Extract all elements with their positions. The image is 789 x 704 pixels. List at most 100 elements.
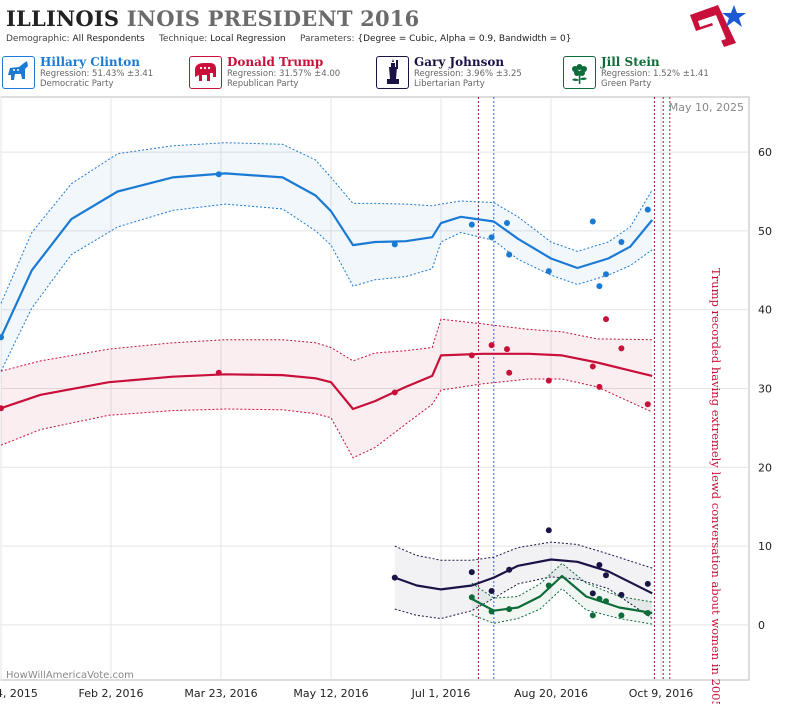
candidate-legend: Hillary Clinton Regression: 51.43% ±3.41… bbox=[0, 54, 789, 94]
poll-point bbox=[215, 171, 222, 178]
poll-point bbox=[504, 346, 510, 353]
candidate-party: Green Party bbox=[601, 79, 652, 89]
poll-point bbox=[506, 566, 513, 573]
legend-item-clinton: Hillary Clinton Regression: 51.43% ±3.41… bbox=[2, 54, 189, 94]
poll-point bbox=[391, 389, 398, 396]
parameters-label: Parameters: bbox=[299, 34, 355, 44]
poll-point bbox=[391, 574, 398, 581]
poll-point bbox=[468, 569, 475, 576]
series-lower-bound bbox=[0, 378, 653, 459]
elephant-icon bbox=[189, 56, 222, 89]
series-lower-bound bbox=[394, 576, 653, 620]
poll-point bbox=[603, 572, 609, 579]
candidate-party: Libertarian Party bbox=[414, 79, 485, 89]
poll-point bbox=[545, 377, 552, 384]
poll-point bbox=[603, 316, 609, 323]
poll-point bbox=[488, 608, 495, 615]
poll-point bbox=[589, 590, 596, 597]
y-tick-label: 50 bbox=[758, 225, 772, 238]
poll-point bbox=[589, 218, 596, 225]
poll-point bbox=[391, 241, 398, 248]
candidate-party: Republican Party bbox=[227, 79, 299, 89]
candidate-name: Gary Johnson bbox=[414, 55, 505, 69]
candidate-name: Donald Trump bbox=[227, 55, 324, 69]
watermark: HowWillAmericaVote.com bbox=[6, 670, 134, 681]
poll-point bbox=[644, 610, 651, 617]
site-logo bbox=[690, 5, 746, 47]
series-confidence-band bbox=[1, 142, 653, 372]
poll-point bbox=[596, 595, 603, 602]
poll-point bbox=[488, 587, 495, 594]
series-lower-bound bbox=[0, 203, 653, 372]
poll-point bbox=[506, 606, 513, 613]
y-tick-label: 20 bbox=[758, 461, 772, 474]
poll-point bbox=[0, 405, 4, 412]
candidate-name: Jill Stein bbox=[601, 55, 660, 69]
poll-point bbox=[488, 342, 495, 349]
poll-point bbox=[596, 383, 603, 390]
poll-point bbox=[488, 234, 495, 241]
series-trend-line bbox=[0, 172, 654, 338]
candidate-regression: Regression: 1.52% ±1.41 bbox=[601, 69, 709, 79]
poll-point bbox=[545, 582, 552, 589]
legend-item-johnson: Gary Johnson Regression: 3.96% ±3.25 Lib… bbox=[376, 54, 563, 94]
poll-point bbox=[215, 369, 222, 376]
poll-point bbox=[603, 598, 609, 605]
y-tick-label: 30 bbox=[758, 383, 772, 396]
poll-point bbox=[618, 345, 625, 352]
y-tick-label: 60 bbox=[758, 146, 772, 159]
x-tick-label: Aug 20, 2016 bbox=[514, 687, 588, 700]
poll-point bbox=[618, 612, 625, 619]
series-trend-line bbox=[394, 558, 653, 595]
candidate-name: Hillary Clinton bbox=[40, 55, 140, 69]
poll-point bbox=[644, 580, 651, 587]
y-tick-label: 0 bbox=[758, 619, 765, 632]
poll-point bbox=[644, 206, 651, 213]
legend-item-stein: Jill Stein Regression: 1.52% ±1.41 Green… bbox=[563, 54, 750, 94]
demographic-value: All Respondents bbox=[72, 34, 145, 44]
poll-point bbox=[545, 268, 552, 275]
series-upper-bound bbox=[394, 541, 653, 569]
poll-point bbox=[644, 401, 651, 408]
poll-point bbox=[468, 594, 475, 601]
poll-point bbox=[596, 283, 603, 290]
event-annotation: Trump recorded having extremely lewd con… bbox=[709, 268, 723, 704]
poll-point bbox=[603, 271, 609, 278]
series-trend-line bbox=[0, 352, 653, 411]
title-state: ILLINOIS bbox=[6, 6, 120, 31]
candidate-regression: Regression: 51.43% ±3.41 bbox=[40, 69, 154, 79]
poll-point bbox=[596, 561, 603, 568]
poll-point bbox=[468, 221, 475, 228]
poll-point bbox=[504, 220, 510, 227]
render-date-label: May 10, 2025 bbox=[669, 101, 744, 114]
y-tick-label: 40 bbox=[758, 304, 772, 317]
demographic-label: Demographic: bbox=[6, 34, 70, 44]
poll-point bbox=[545, 527, 552, 534]
poll-point bbox=[0, 334, 4, 341]
poll-point bbox=[589, 612, 596, 619]
x-tick-label: Oct 9, 2016 bbox=[629, 687, 694, 700]
y-tick-label: 10 bbox=[758, 540, 772, 553]
poll-point bbox=[589, 363, 596, 370]
series-confidence-band bbox=[471, 563, 653, 625]
x-tick-label: Jul 1, 2016 bbox=[411, 687, 471, 700]
poll-point bbox=[506, 251, 513, 258]
poll-point bbox=[618, 238, 625, 245]
page-title: ILLINOIS INOIS PRESIDENT 2016 bbox=[6, 6, 419, 31]
flower-icon bbox=[563, 56, 596, 89]
candidate-party: Democratic Party bbox=[40, 79, 114, 89]
x-tick-label: Feb 2, 2016 bbox=[79, 687, 144, 700]
technique-value: Local Regression bbox=[210, 34, 286, 44]
title-rest: INOIS PRESIDENT 2016 bbox=[126, 6, 420, 31]
candidate-regression: Regression: 3.96% ±3.25 bbox=[414, 69, 522, 79]
candidate-regression: Regression: 31.57% ±4.00 bbox=[227, 69, 341, 79]
x-tick-label: May 12, 2016 bbox=[293, 687, 368, 700]
donkey-icon bbox=[2, 56, 35, 89]
parameters-value: {Degree = Cubic, Alpha = 0.9, Bandwidth … bbox=[357, 34, 572, 44]
parameters-line: Demographic: All Respondents Technique: … bbox=[6, 34, 572, 44]
poll-point bbox=[506, 369, 513, 376]
x-tick-label: Mar 23, 2016 bbox=[184, 687, 257, 700]
series-confidence-band bbox=[394, 542, 653, 619]
legend-item-trump: Donald Trump Regression: 31.57% ±4.00 Re… bbox=[189, 54, 376, 94]
